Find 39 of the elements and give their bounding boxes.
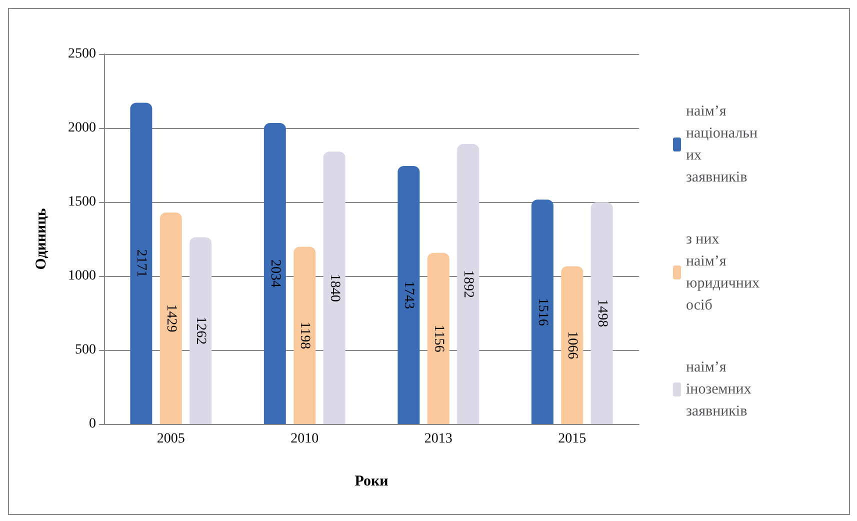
x-tick-label: 2015 (558, 432, 586, 446)
data-label: 1198 (297, 322, 312, 350)
x-tick-label: 2013 (424, 432, 452, 446)
data-label: 1516 (534, 298, 550, 326)
data-label: 2034 (267, 259, 282, 288)
y-tick-label: 1000 (68, 268, 96, 284)
data-label: 1498 (594, 299, 610, 328)
bar (130, 102, 152, 424)
data-label: 1262 (193, 316, 208, 345)
bar (561, 266, 584, 424)
bar (160, 212, 182, 424)
data-label: 1429 (163, 304, 178, 332)
bar (264, 122, 286, 424)
bar (323, 152, 346, 424)
x-tick-label: 2010 (290, 432, 319, 446)
y-tick-label: 2000 (68, 120, 96, 136)
x-axis-title: Роки (354, 474, 389, 490)
y-tick-label: 2500 (68, 46, 96, 62)
bar (398, 166, 420, 424)
bar (427, 252, 450, 424)
bar (294, 246, 316, 424)
x-tick-label: 2005 (156, 432, 185, 446)
y-tick-label: 500 (75, 342, 96, 358)
data-label: 1840 (326, 274, 342, 302)
bar (457, 144, 480, 424)
data-label: 1066 (564, 331, 580, 360)
bar (190, 237, 212, 424)
data-label: 1743 (401, 281, 416, 310)
legend-label: наім’я національних заявників (686, 104, 758, 186)
y-tick-label: 0 (89, 416, 96, 432)
data-label: 2171 (134, 249, 149, 278)
y-axis-title: Одиниць (34, 208, 50, 270)
bar (590, 202, 613, 424)
y-tick-label: 1500 (68, 194, 96, 210)
legend-label: з них наім’я юридичних осіб (686, 232, 764, 314)
bar (531, 200, 554, 424)
data-label: 1892 (460, 270, 476, 298)
legend-label: наім’я іноземних заявників (686, 360, 756, 420)
data-label: 1156 (430, 324, 446, 352)
